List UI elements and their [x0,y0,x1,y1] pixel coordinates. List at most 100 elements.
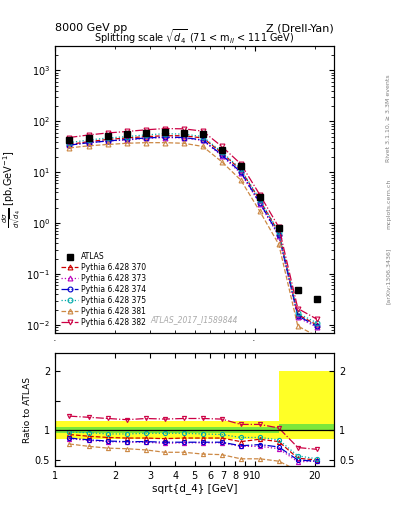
Legend: ATLAS, Pythia 6.428 370, Pythia 6.428 373, Pythia 6.428 374, Pythia 6.428 375, P: ATLAS, Pythia 6.428 370, Pythia 6.428 37… [59,250,149,329]
Pythia 6.428 373 [182,135,186,141]
Text: Rivet 3.1.10, ≥ 3.3M events: Rivet 3.1.10, ≥ 3.3M events [386,74,391,162]
Pythia 6.428 382 [105,130,110,136]
Pythia 6.428 382 [276,224,281,230]
Text: 8000 GeV pp: 8000 GeV pp [55,23,127,33]
Pythia 6.428 382 [314,316,319,322]
Pythia 6.428 370 [239,167,243,173]
Pythia 6.428 381 [296,323,300,329]
ATLAS [182,130,186,136]
Pythia 6.428 373 [296,314,300,321]
Line: ATLAS: ATLAS [66,129,320,302]
Pythia 6.428 382 [125,129,129,135]
Pythia 6.428 370 [67,141,72,147]
Pythia 6.428 382 [200,128,205,134]
Pythia 6.428 370 [125,135,129,141]
Pythia 6.428 370 [143,134,148,140]
Pythia 6.428 375 [143,132,148,138]
Pythia 6.428 374 [86,140,91,146]
Pythia 6.428 374 [200,137,205,143]
Line: Pythia 6.428 370: Pythia 6.428 370 [67,133,319,327]
Pythia 6.428 375 [314,319,319,326]
Pythia 6.428 375 [257,197,262,203]
Pythia 6.428 381 [182,140,186,146]
Pythia 6.428 374 [182,135,186,141]
Pythia 6.428 381 [257,208,262,215]
Pythia 6.428 373 [125,137,129,143]
Pythia 6.428 374 [143,135,148,141]
Title: Splitting scale $\sqrt{d_{4}}$ (71 < m$_{ll}$ < 111 GeV): Splitting scale $\sqrt{d_{4}}$ (71 < m$_… [94,27,295,46]
Pythia 6.428 381 [125,140,129,146]
Pythia 6.428 375 [182,131,186,137]
Pythia 6.428 374 [276,232,281,238]
Pythia 6.428 374 [219,152,224,158]
Pythia 6.428 375 [162,131,167,137]
Pythia 6.428 381 [67,145,72,151]
ATLAS [86,135,91,141]
Pythia 6.428 373 [143,135,148,141]
Pythia 6.428 381 [86,143,91,149]
Pythia 6.428 374 [257,200,262,206]
X-axis label: sqrt{d_4} [GeV]: sqrt{d_4} [GeV] [152,483,237,495]
Pythia 6.428 370 [200,135,205,141]
ATLAS [162,129,167,135]
ATLAS [219,147,224,153]
Pythia 6.428 382 [257,191,262,198]
ATLAS [200,132,205,138]
Pythia 6.428 373 [86,140,91,146]
Pythia 6.428 373 [162,135,167,141]
Pythia 6.428 373 [276,233,281,240]
Y-axis label: $\frac{d\sigma}{d\sqrt{d_{4}}}$ [pb,GeV$^{-1}$]: $\frac{d\sigma}{d\sqrt{d_{4}}}$ [pb,GeV$… [0,151,24,228]
Pythia 6.428 375 [105,135,110,141]
ATLAS [105,133,110,139]
Pythia 6.428 375 [200,134,205,140]
Text: Z (Drell-Yan): Z (Drell-Yan) [266,23,334,33]
Pythia 6.428 375 [239,166,243,172]
Pythia 6.428 382 [219,143,224,150]
Line: Pythia 6.428 373: Pythia 6.428 373 [67,135,319,330]
Text: ATLAS_2017_I1589844: ATLAS_2017_I1589844 [151,315,238,324]
ATLAS [143,130,148,136]
Pythia 6.428 374 [314,323,319,329]
Pythia 6.428 370 [276,229,281,236]
ATLAS [276,225,281,231]
Pythia 6.428 374 [67,142,72,148]
Pythia 6.428 370 [105,136,110,142]
Pythia 6.428 375 [296,310,300,316]
Text: mcplots.cern.ch: mcplots.cern.ch [386,179,391,229]
Pythia 6.428 382 [86,132,91,138]
Pythia 6.428 373 [200,137,205,143]
Pythia 6.428 373 [239,170,243,177]
Pythia 6.428 374 [105,138,110,144]
Line: Pythia 6.428 375: Pythia 6.428 375 [67,131,319,325]
Pythia 6.428 373 [219,153,224,159]
Pythia 6.428 381 [239,177,243,183]
Pythia 6.428 373 [105,138,110,144]
Pythia 6.428 374 [239,169,243,175]
Pythia 6.428 381 [276,242,281,248]
Pythia 6.428 382 [239,161,243,167]
Line: Pythia 6.428 381: Pythia 6.428 381 [67,140,319,338]
ATLAS [257,194,262,200]
Pythia 6.428 373 [314,324,319,330]
ATLAS [67,137,72,143]
Text: [arXiv:1306.3436]: [arXiv:1306.3436] [386,247,391,304]
Pythia 6.428 370 [162,133,167,139]
Pythia 6.428 373 [257,201,262,207]
Pythia 6.428 381 [219,159,224,165]
Pythia 6.428 370 [86,138,91,144]
Pythia 6.428 370 [314,322,319,328]
ATLAS [239,162,243,168]
Pythia 6.428 375 [276,229,281,235]
Pythia 6.428 381 [314,333,319,339]
Pythia 6.428 375 [86,137,91,143]
Pythia 6.428 381 [162,140,167,146]
Pythia 6.428 374 [296,313,300,319]
Pythia 6.428 374 [125,136,129,142]
ATLAS [296,287,300,293]
Pythia 6.428 373 [67,142,72,148]
Pythia 6.428 375 [219,149,224,155]
Pythia 6.428 375 [125,134,129,140]
Pythia 6.428 381 [143,140,148,146]
Pythia 6.428 370 [219,150,224,156]
Y-axis label: Ratio to ATLAS: Ratio to ATLAS [23,377,32,442]
